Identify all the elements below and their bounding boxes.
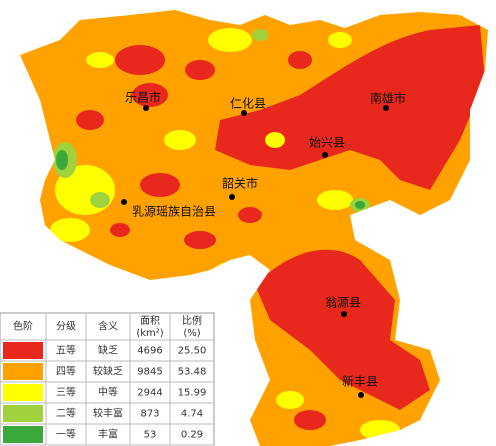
table-cell: 四等	[56, 365, 76, 378]
table-cell: 较缺乏	[93, 365, 123, 378]
table-cell: 二等	[56, 407, 76, 420]
city-dot	[143, 105, 149, 111]
table-cell: 53	[144, 430, 157, 441]
color-swatch	[3, 426, 43, 443]
city-label: 始兴县	[309, 136, 345, 150]
table-cell: 25.50	[178, 346, 207, 357]
table-cell: 一等	[56, 428, 76, 441]
color-swatch	[3, 342, 43, 359]
city-dot	[121, 199, 127, 205]
city-dot	[229, 194, 235, 200]
color-swatch	[3, 405, 43, 422]
table-cell: 丰富	[98, 428, 118, 441]
table-cell: 三等	[56, 386, 76, 399]
city-label: 乐昌市	[125, 90, 161, 105]
table-cell: 中等	[98, 386, 118, 399]
table-cell: 2944	[137, 388, 162, 399]
table-cell: 0.29	[181, 430, 203, 441]
city-label: 翁源县	[325, 296, 361, 310]
city-dot	[341, 311, 347, 317]
city-dot	[322, 152, 328, 158]
table-header: 比例	[182, 314, 202, 327]
city-label: 韶关市	[222, 176, 258, 191]
color-swatch	[3, 363, 43, 380]
table-cell: 4696	[137, 346, 162, 357]
table-header: 含义	[98, 320, 118, 333]
legend-table: 色阶 分级 含义 面积(km²) 比例(%) 五等 缺乏 4696 25.50 四等 较缺乏 9845…	[0, 312, 215, 446]
table-cell: 4.74	[181, 409, 203, 420]
city-label: 仁化县	[230, 97, 266, 111]
table-header: 色阶	[13, 320, 33, 333]
table-cell: 873	[140, 409, 159, 420]
table-header: (%)	[183, 328, 200, 339]
city-dot	[383, 105, 389, 111]
table-cell: 9845	[137, 367, 162, 378]
table-header: 面积	[140, 315, 160, 327]
city-dot	[241, 110, 247, 116]
table-cell: 15.99	[178, 388, 207, 399]
table-cell: 53.48	[178, 367, 207, 378]
city-label: 南雄市	[370, 91, 406, 106]
city-label: 新丰县	[342, 374, 378, 389]
city-label: 乳源瑶族自治县	[132, 205, 216, 219]
table-header: 分级	[56, 321, 76, 333]
city-dot	[358, 392, 364, 398]
table-cell: 缺乏	[98, 344, 118, 357]
color-swatch	[3, 384, 43, 401]
table-cell: 五等	[56, 344, 76, 357]
table-cell: 较丰富	[93, 407, 123, 420]
table-header: (km²)	[136, 328, 163, 339]
